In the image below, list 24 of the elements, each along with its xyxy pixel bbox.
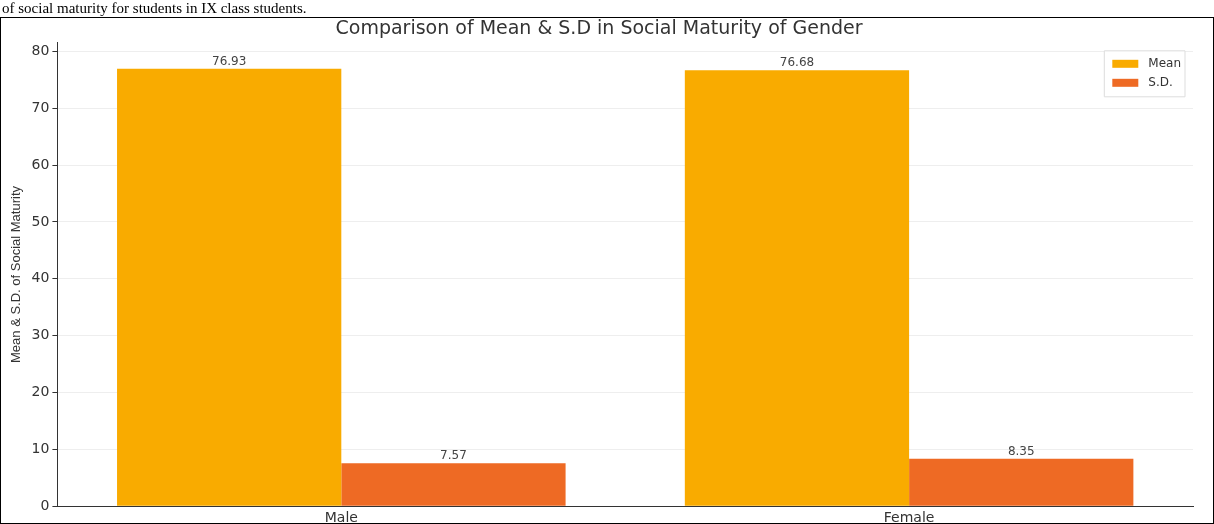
chart-title: Comparison of Mean & S.D in Social Maturity of Gender (335, 16, 863, 39)
legend-label: S.D. (1148, 74, 1173, 89)
bar (684, 70, 910, 506)
y-axis-title: Mean & S.D. of Social Maturity (8, 185, 24, 364)
data-label: 7.57 (440, 448, 467, 463)
text: of social maturity for students in IX class students. (1, 0, 308, 17)
y-tick-label: 30 (31, 326, 50, 343)
y-tick-label: 70 (31, 98, 50, 115)
bar (909, 458, 1134, 506)
y-tick-label: 50 (31, 212, 50, 229)
legend-label: Mean (1148, 55, 1182, 70)
y-tick-label: 10 (31, 439, 50, 456)
y-tick-label: 60 (31, 155, 50, 172)
y-tick-label: 80 (31, 41, 50, 58)
y-tick-label: 20 (31, 383, 50, 400)
y-tick-label: 0 (40, 496, 50, 513)
bar (117, 68, 342, 506)
y-tick-label: 40 (31, 269, 50, 286)
data-label: 8.35 (1007, 443, 1035, 458)
bar (341, 463, 566, 506)
x-tick-label: Male (324, 509, 358, 524)
x-tick-label: Female (883, 509, 935, 524)
data-label: 76.68 (779, 55, 815, 70)
data-label: 76.93 (211, 53, 247, 68)
